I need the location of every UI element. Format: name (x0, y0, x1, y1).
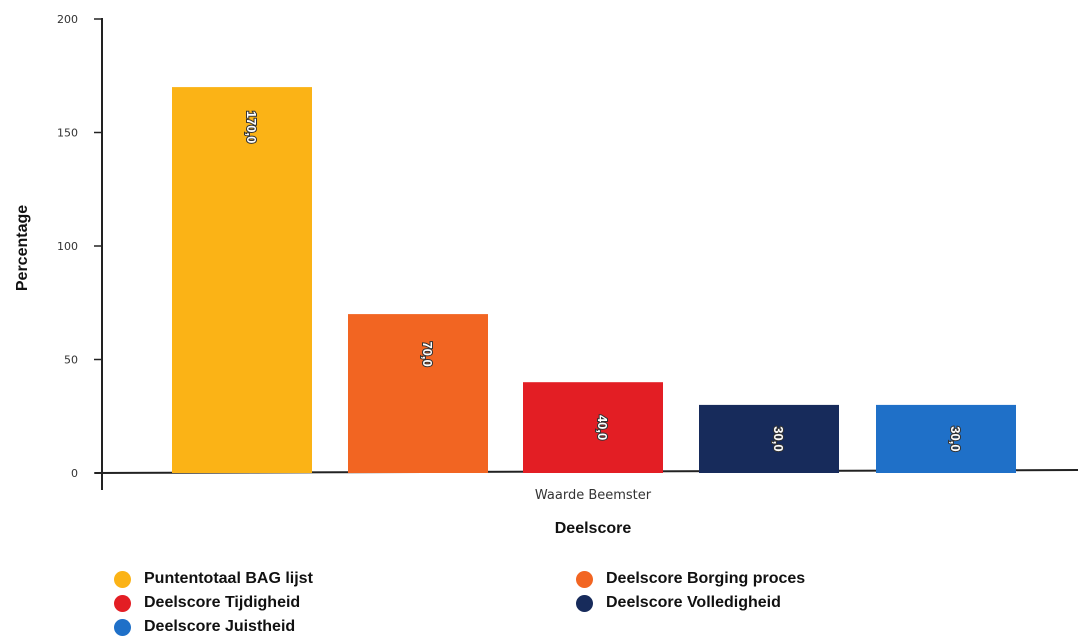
legend-label: Deelscore Tijdigheid (144, 594, 301, 611)
bar-value-label: 70,0 (420, 341, 435, 366)
legend-label: Deelscore Borging proces (606, 570, 806, 587)
y-tick-label: 0 (71, 467, 78, 480)
y-tick-label: 200 (57, 13, 78, 26)
y-tick-label: 150 (57, 127, 78, 140)
bar-value-label: 30,0 (948, 426, 963, 451)
bar-5 (876, 404, 1016, 473)
legend-swatch (576, 570, 593, 588)
legend-label: Puntentotaal BAG lijst (144, 570, 313, 587)
legend-swatch (114, 618, 131, 636)
x-axis-title: Deelscore (555, 520, 632, 537)
legend-swatch (114, 594, 131, 612)
category-label: Waarde Beemster (535, 488, 652, 503)
legend-item: Deelscore Tijdigheid (114, 594, 300, 612)
bar-value-label: 40,0 (595, 415, 610, 440)
y-tick-label: 100 (57, 240, 78, 253)
legend-item: Puntentotaal BAG lijst (114, 570, 313, 588)
bar-value-label: 30,0 (771, 426, 786, 451)
bar-2 (348, 314, 488, 473)
bar-4 (699, 404, 839, 473)
legend-swatch (576, 594, 593, 612)
bar-1 (172, 87, 312, 473)
legend-item: Deelscore Borging proces (576, 570, 805, 588)
legend-label: Deelscore Juistheid (144, 618, 296, 635)
y-axis-title: Percentage (14, 205, 31, 291)
bar-value-label: 170,0 (244, 111, 259, 144)
y-tick-label: 50 (64, 354, 78, 367)
legend-item: Deelscore Juistheid (114, 618, 295, 636)
bar-3 (523, 382, 663, 473)
legend-item: Deelscore Volledigheid (576, 594, 781, 612)
legend-swatch (114, 570, 131, 588)
legend-label: Deelscore Volledigheid (606, 594, 781, 611)
